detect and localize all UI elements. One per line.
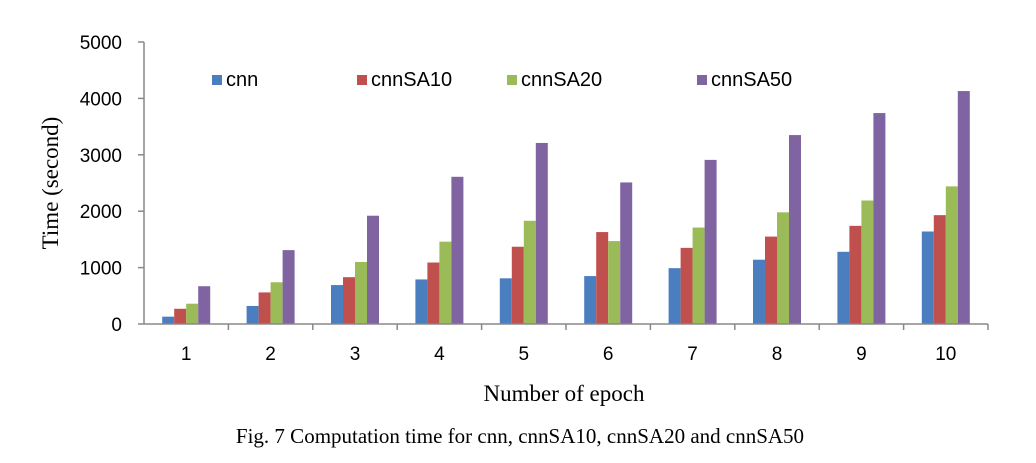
bar-cnnSA10-epoch-2	[258, 292, 271, 324]
legend-label-cnnSA20: cnnSA20	[521, 69, 602, 91]
bar-cnn-epoch-10	[921, 231, 934, 324]
bar-cnnSA10-epoch-8	[765, 236, 777, 324]
bar-cnn-epoch-1	[162, 316, 175, 324]
bar-cnn-epoch-7	[668, 268, 681, 324]
legend-swatch-cnnSA20	[507, 75, 517, 85]
y-tick-label: 3000	[80, 146, 122, 167]
bar-cnnSA10-epoch-7	[680, 247, 693, 324]
bar-cnnSA20-epoch-5	[523, 220, 536, 324]
x-tick-label: 7	[687, 344, 698, 365]
bars-group	[162, 91, 970, 325]
bar-cnnSA50-epoch-10	[957, 91, 970, 325]
y-tick-label: 4000	[80, 89, 122, 110]
bar-cnnSA10-epoch-4	[427, 262, 440, 324]
bar-cnnSA10-epoch-10	[933, 215, 946, 324]
legend-swatch-cnn	[212, 75, 222, 85]
bar-cnn-epoch-2	[246, 305, 259, 324]
bar-cnnSA20-epoch-2	[270, 282, 283, 324]
bar-cnnSA50-epoch-8	[789, 135, 801, 324]
bar-cnn-epoch-5	[499, 278, 512, 324]
bar-cnnSA50-epoch-6	[620, 182, 633, 324]
bar-cnnSA20-epoch-7	[692, 227, 705, 324]
bar-cnnSA20-epoch-4	[439, 241, 452, 324]
legend-swatch-cnnSA10	[357, 75, 367, 85]
legend-swatch-cnnSA50	[697, 75, 707, 85]
bar-cnnSA20-epoch-10	[945, 186, 958, 324]
bar-cnnSA50-epoch-4	[451, 176, 464, 324]
bar-cnnSA20-epoch-9	[861, 200, 874, 324]
bar-cnn-epoch-9	[837, 251, 850, 324]
x-tick-label: 5	[519, 344, 530, 365]
figure-caption: Fig. 7 Computation time for cnn, cnnSA10…	[236, 424, 804, 448]
y-tick-label: 0	[111, 315, 122, 336]
legend-label-cnnSA50: cnnSA50	[711, 69, 792, 91]
bar-cnnSA50-epoch-5	[535, 142, 548, 324]
x-tick-label: 4	[434, 344, 445, 365]
y-tick-label: 5000	[80, 33, 122, 54]
bar-cnnSA20-epoch-8	[777, 212, 789, 324]
bar-cnnSA50-epoch-1	[198, 286, 211, 324]
x-tick-label: 9	[856, 344, 867, 365]
bar-cnnSA50-epoch-2	[282, 250, 295, 324]
y-tick-label: 2000	[80, 202, 122, 223]
bar-cnnSA50-epoch-3	[367, 215, 379, 324]
bar-cnnSA50-epoch-7	[704, 159, 717, 324]
bar-cnn-epoch-8	[753, 259, 765, 324]
y-axis-title: Time (second)	[38, 117, 63, 250]
x-axis-title: Number of epoch	[484, 381, 645, 406]
legend-label-cnn: cnn	[226, 69, 258, 91]
x-tick-label: 10	[935, 344, 956, 365]
legend-label-cnnSA10: cnnSA10	[371, 69, 452, 91]
bar-cnnSA10-epoch-9	[849, 225, 862, 324]
legend: cnn cnnSA10 cnnSA20 cnnSA50	[212, 69, 792, 91]
bar-cnn-epoch-6	[584, 276, 597, 324]
bar-cnn-epoch-3	[331, 285, 343, 324]
bar-cnnSA10-epoch-3	[343, 277, 355, 324]
x-axis-ticks: 1 2 3 4 5 6 7 8 9 10	[181, 324, 989, 365]
bar-cnnSA10-epoch-6	[596, 232, 609, 324]
x-tick-label: 2	[265, 344, 276, 365]
x-tick-label: 3	[350, 344, 361, 365]
bar-cnnSA10-epoch-5	[511, 246, 524, 324]
x-tick-label: 8	[772, 344, 783, 365]
x-tick-label: 1	[181, 344, 192, 365]
bar-cnnSA50-epoch-9	[873, 113, 886, 325]
x-tick-label: 6	[603, 344, 614, 365]
bar-cnnSA20-epoch-1	[186, 303, 199, 324]
bar-cnnSA20-epoch-3	[355, 261, 367, 324]
y-axis-ticks: 0 1000 2000 3000 4000 5000	[80, 33, 144, 336]
bar-cnnSA10-epoch-1	[174, 308, 187, 324]
bar-cnnSA20-epoch-6	[608, 241, 621, 324]
y-tick-label: 1000	[80, 259, 122, 280]
bar-cnn-epoch-4	[415, 279, 428, 324]
